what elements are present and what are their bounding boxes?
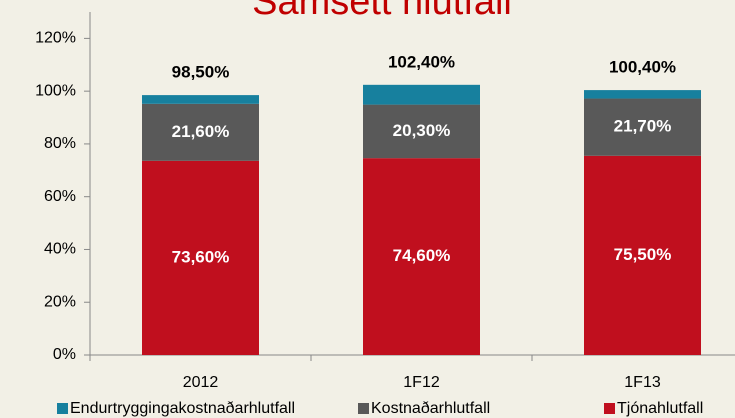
total-label: 100,40% xyxy=(609,58,676,77)
legend-label: Tjónahlutfall xyxy=(617,400,703,417)
bar-segment xyxy=(142,160,259,355)
bar-segment xyxy=(142,103,259,161)
bar-segment xyxy=(363,84,480,105)
y-tick-label: 120% xyxy=(35,30,76,47)
bar-segment xyxy=(584,90,701,99)
x-tick-label: 2012 xyxy=(183,374,219,391)
data-label: 73,60% xyxy=(172,247,230,266)
data-label: 21,60% xyxy=(172,122,230,141)
total-label: 102,40% xyxy=(388,52,455,71)
y-tick-label: 80% xyxy=(44,135,76,152)
y-tick-label: 60% xyxy=(44,188,76,205)
y-tick-label: 100% xyxy=(35,82,76,99)
x-tick-label: 1F12 xyxy=(403,374,440,391)
chart-title: Samsett hlutfall xyxy=(252,0,512,23)
data-label: 20,30% xyxy=(393,121,451,140)
bar-segment xyxy=(142,95,259,104)
y-tick-label: 0% xyxy=(53,346,76,363)
data-label: 21,70% xyxy=(614,117,672,136)
legend-swatch xyxy=(57,403,68,414)
bar-segment xyxy=(363,158,480,355)
y-tick-label: 40% xyxy=(44,241,76,258)
legend-swatch xyxy=(358,403,369,414)
bar-segment xyxy=(584,98,701,156)
bar-segment xyxy=(363,104,480,159)
bar-segment xyxy=(584,155,701,355)
legend-label: Endurtryggingakostnaðarhlutfall xyxy=(70,400,295,417)
y-tick-label: 20% xyxy=(44,293,76,310)
legend-label: Kostnaðarhlutfall xyxy=(371,400,490,417)
x-tick-label: 1F13 xyxy=(624,374,661,391)
data-label: 75,50% xyxy=(614,245,672,264)
legend-swatch xyxy=(604,403,615,414)
total-label: 98,50% xyxy=(172,63,230,82)
data-label: 74,60% xyxy=(393,246,451,265)
